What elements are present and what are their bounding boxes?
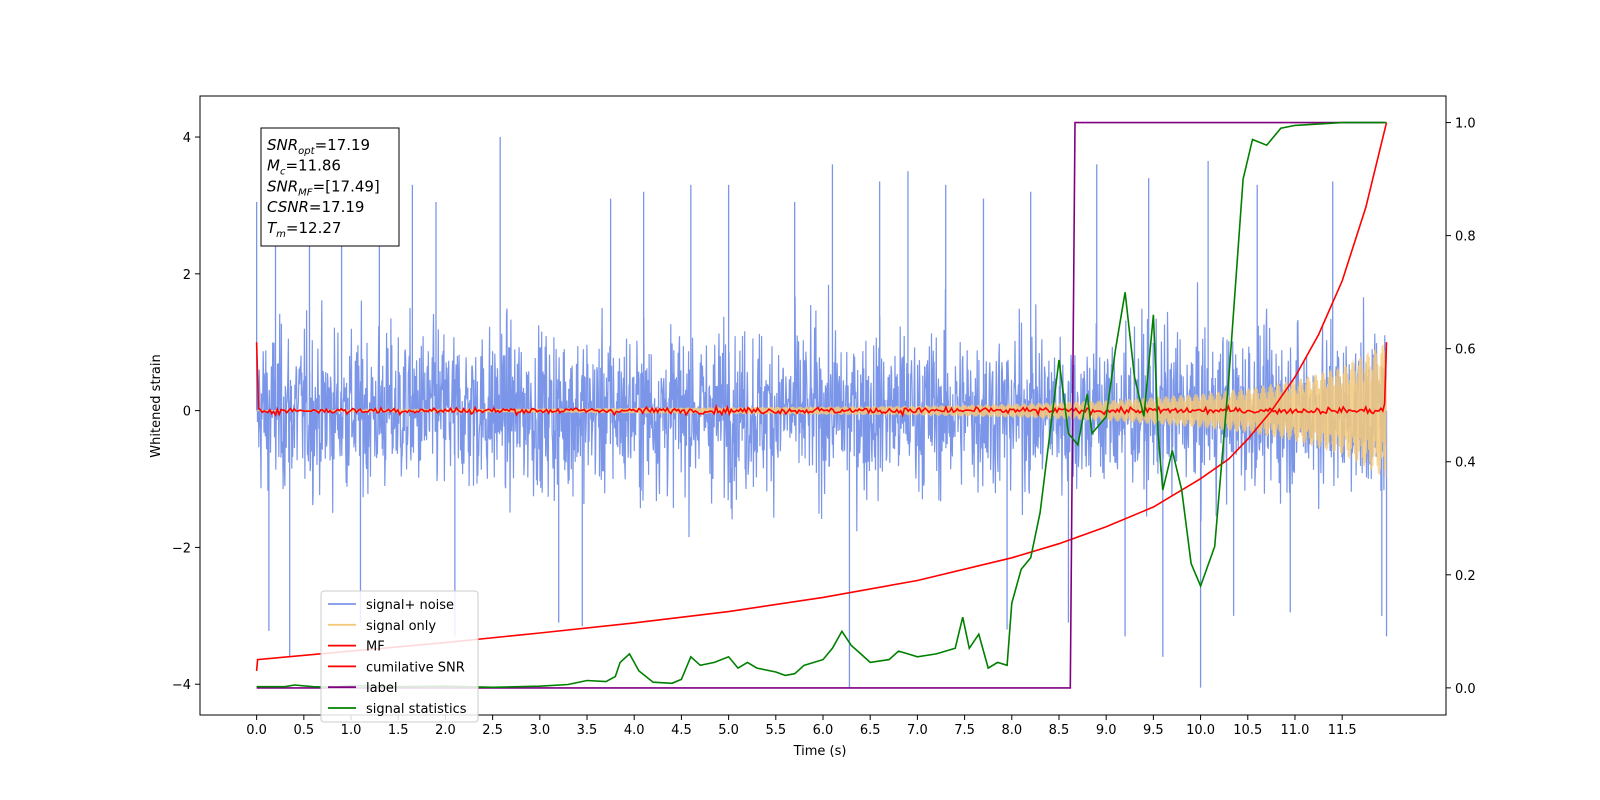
x-tick-label: 5.0	[718, 723, 739, 738]
x-tick-label: 9.0	[1096, 723, 1117, 738]
x-tick-label: 1.0	[341, 723, 362, 738]
x-tick-label: 6.0	[813, 723, 834, 738]
annotation-line: CSNR=17.19	[267, 198, 364, 216]
x-tick-label: 4.5	[671, 723, 692, 738]
legend-frame	[320, 590, 479, 723]
y-tick-label: 4	[183, 131, 191, 146]
y-tick-label: 2	[183, 268, 191, 283]
x-tick-label: 10.5	[1233, 723, 1262, 738]
y2-tick-label: 0.6	[1455, 343, 1476, 358]
y-axis-right: 0.0 0.2 0.4 0.6 0.8 1.0	[1446, 117, 1476, 697]
x-tick-label: 6.5	[860, 723, 881, 738]
y-tick-label: −4	[172, 678, 191, 693]
x-tick-label: 3.0	[529, 723, 550, 738]
x-tick-label: 11.0	[1280, 723, 1309, 738]
x-tick-label: 11.5	[1328, 723, 1357, 738]
x-tick-label: 1.5	[388, 723, 409, 738]
series-mf-line	[255, 342, 1388, 418]
x-tick-label: 10.0	[1186, 723, 1215, 738]
series-cumulative-snr-line	[255, 122, 1388, 671]
stats-annotation-box: SNRopt=17.19Mc=11.86SNRMF=[17.49]CSNR=17…	[260, 127, 400, 247]
x-tick-label: 3.5	[577, 723, 598, 738]
y-axis-label: Whitened strain	[149, 354, 164, 457]
y2-tick-label: 0.0	[1455, 682, 1476, 697]
x-axis: 0.0 0.5 1.0 1.5 2.0 2.5 3.0 3.5 4.0 4.5 5.0 5.5 6.0 6…	[246, 715, 1357, 738]
legend: signal+ noise signal only MF cumilative SNR…	[320, 590, 479, 723]
y2-tick-label: 0.2	[1455, 569, 1476, 584]
annotation-line: SNRopt=17.19	[267, 136, 370, 157]
x-tick-label: 2.0	[435, 723, 456, 738]
x-axis-label: Time (s)	[793, 744, 847, 759]
annotation-line: Mc=11.86	[267, 157, 341, 178]
legend-entry: label	[366, 681, 397, 696]
annotation-frame	[260, 127, 400, 247]
y2-tick-label: 0.4	[1455, 456, 1476, 471]
series-label-line	[256, 121, 1385, 689]
x-tick-label: 7.5	[954, 723, 975, 738]
plot-area	[255, 121, 1388, 689]
legend-entry: signal statistics	[366, 702, 467, 717]
legend-entry: MF	[366, 640, 385, 655]
annotation-line: SNRMF=[17.49]	[267, 177, 380, 198]
x-tick-label: 0.5	[293, 723, 314, 738]
x-tick-label: 7.0	[907, 723, 928, 738]
x-tick-label: 9.5	[1143, 723, 1164, 738]
legend-entry: signal only	[366, 619, 436, 634]
x-tick-label: 4.0	[624, 723, 645, 738]
x-tick-label: 0.0	[246, 723, 267, 738]
y-tick-label: −2	[172, 541, 191, 556]
y-axis-left: −4 −2 0 2 4	[172, 131, 200, 693]
y-tick-label: 0	[183, 405, 191, 420]
x-tick-label: 2.5	[482, 723, 503, 738]
x-tick-label: 5.5	[765, 723, 786, 738]
legend-entry: signal+ noise	[366, 598, 454, 613]
x-tick-label: 8.5	[1049, 723, 1070, 738]
y2-tick-label: 0.8	[1455, 230, 1476, 245]
y2-tick-label: 1.0	[1455, 117, 1476, 132]
series-signal-statistics-line	[256, 121, 1387, 689]
x-tick-label: 8.0	[1001, 723, 1022, 738]
legend-entry: cumilative SNR	[366, 660, 465, 675]
annotation-line: Tm=12.27	[267, 219, 341, 240]
